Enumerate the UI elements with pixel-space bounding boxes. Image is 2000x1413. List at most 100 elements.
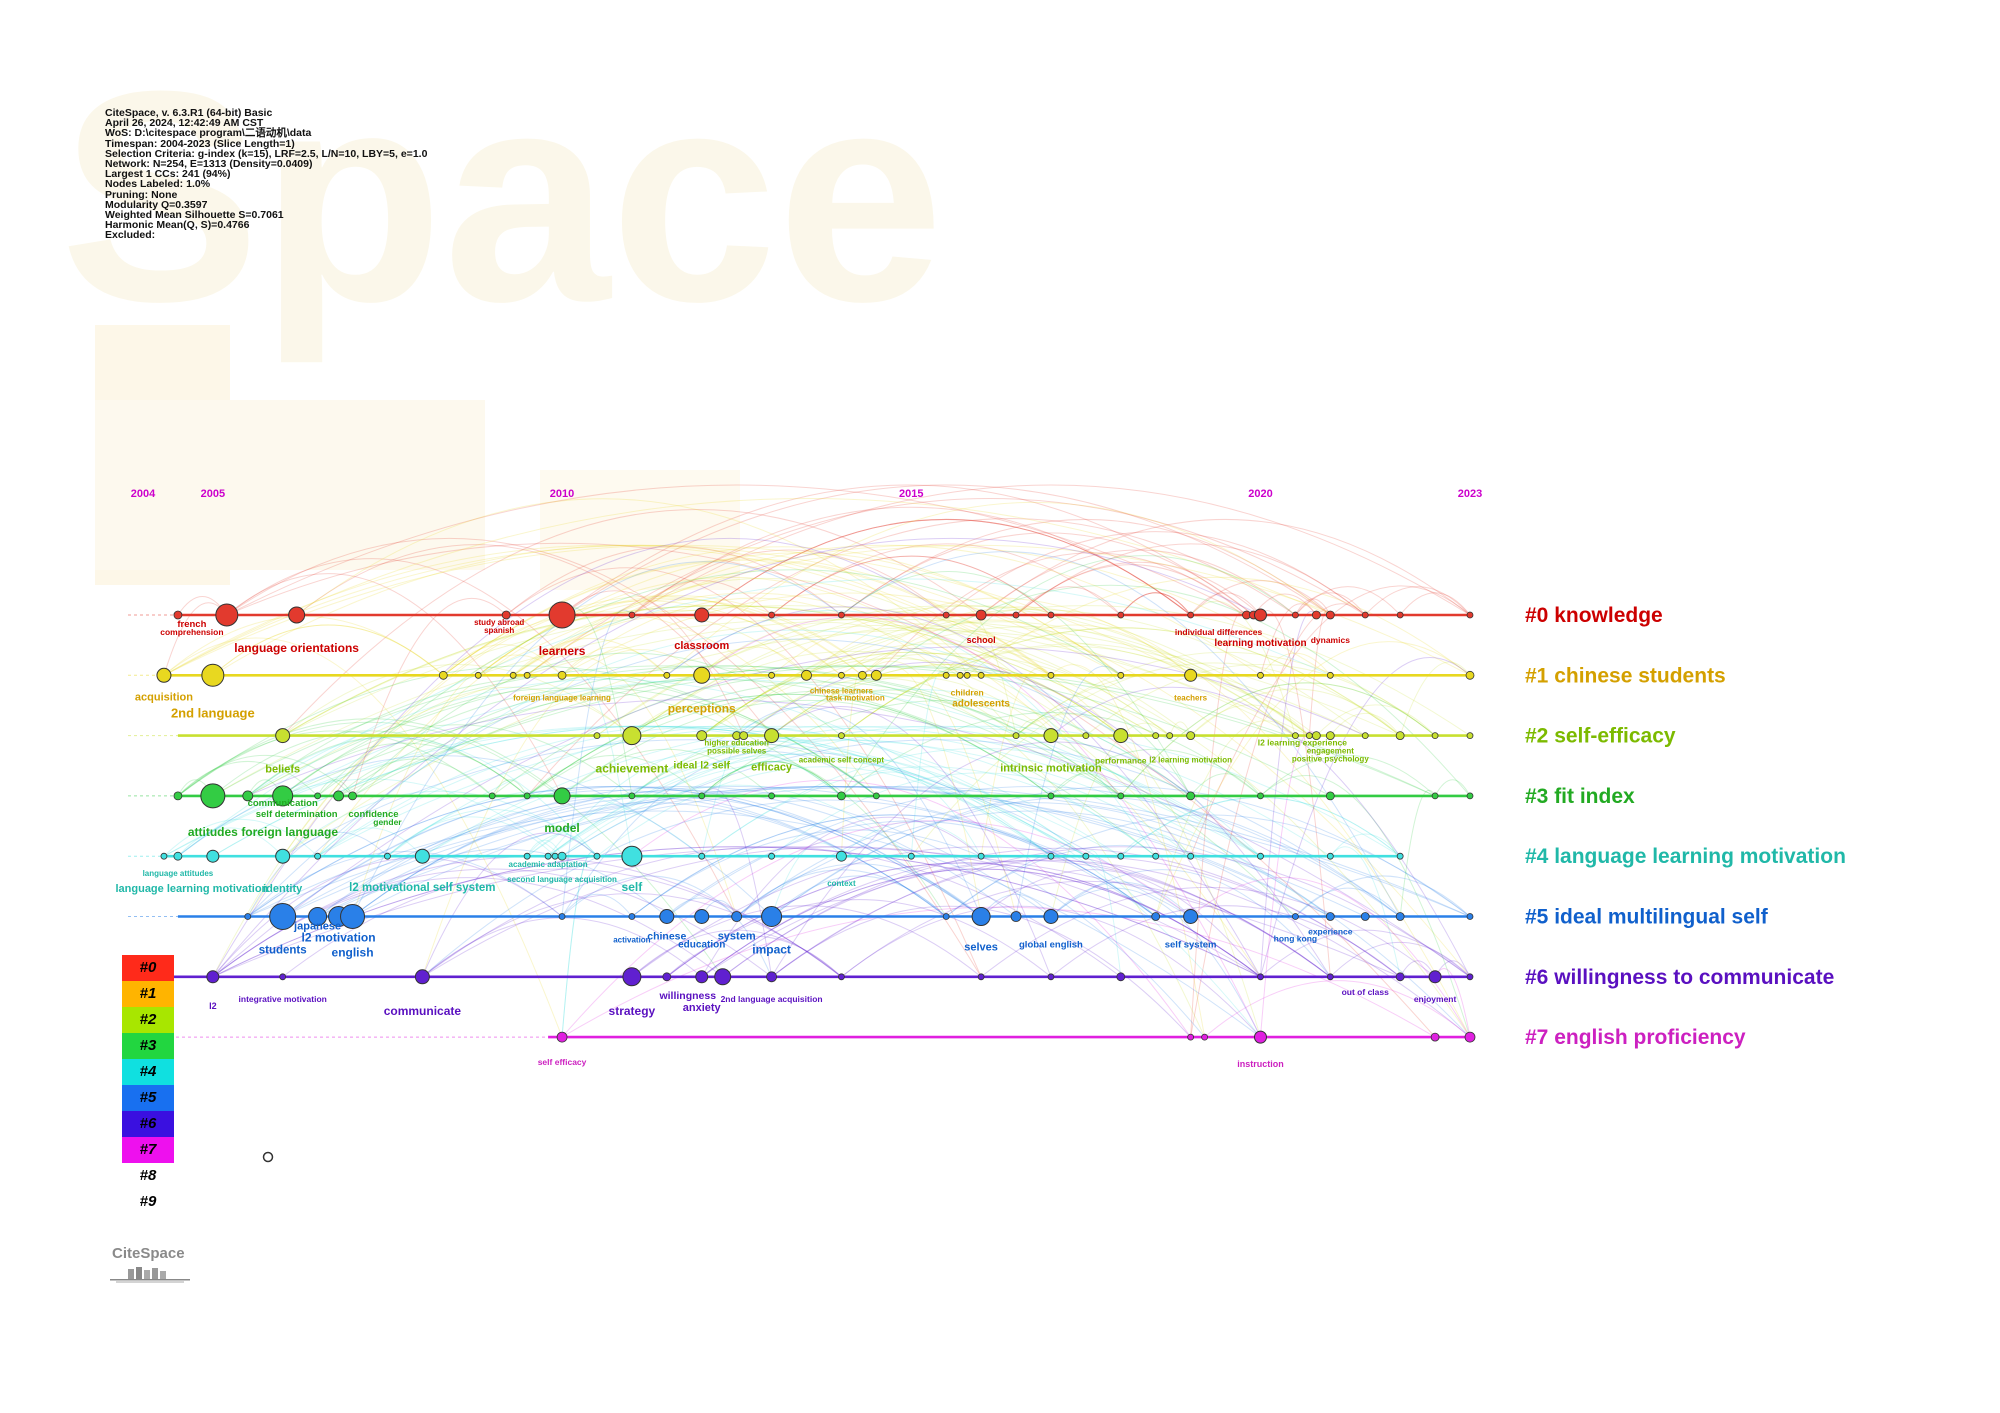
keyword-node[interactable] [1326,852,1334,860]
keyword-node[interactable] [314,792,322,800]
keyword-node[interactable] [557,670,567,680]
keyword-node[interactable] [801,669,812,681]
keyword-node[interactable] [1325,791,1335,801]
keyword-node[interactable] [279,973,287,981]
keyword-node[interactable] [975,609,987,621]
keyword-node[interactable] [1395,972,1405,982]
keyword-node[interactable] [662,972,672,982]
keyword-node[interactable] [272,785,294,807]
keyword-node[interactable] [1325,912,1335,921]
keyword-node[interactable] [548,601,576,629]
keyword-node[interactable] [872,792,880,800]
keyword-node[interactable] [761,906,783,927]
keyword-node[interactable] [1464,1031,1476,1043]
keyword-node[interactable] [628,913,636,920]
keyword-node[interactable] [1012,611,1020,619]
keyword-node[interactable] [1047,792,1055,800]
keyword-node[interactable] [1187,1033,1195,1041]
keyword-node[interactable] [1113,728,1129,744]
keyword-node[interactable] [942,913,950,920]
keyword-node[interactable] [1325,610,1335,620]
keyword-node[interactable] [977,852,985,860]
keyword-node[interactable] [558,913,566,920]
keyword-node[interactable] [269,903,297,930]
keyword-node[interactable] [1187,852,1195,860]
keyword-node[interactable] [1428,970,1442,984]
keyword-node[interactable] [474,671,482,679]
keyword-node[interactable] [1431,732,1439,739]
keyword-node[interactable] [977,973,985,981]
keyword-node[interactable] [1151,912,1161,921]
keyword-node[interactable] [215,603,239,627]
keyword-node[interactable] [1012,732,1020,739]
keyword-node[interactable] [870,669,882,681]
keyword-node[interactable] [838,973,845,981]
keyword-node[interactable] [553,787,571,805]
keyword-node[interactable] [695,970,709,984]
keyword-node[interactable] [488,792,496,800]
keyword-node[interactable] [1257,792,1264,800]
keyword-node[interactable] [201,663,225,687]
keyword-node[interactable] [551,852,559,860]
keyword-node[interactable] [956,671,964,679]
keyword-node[interactable] [837,791,846,801]
keyword-node[interactable] [1201,1033,1208,1041]
keyword-node[interactable] [509,671,517,679]
keyword-node[interactable] [1082,852,1090,860]
keyword-node[interactable] [907,852,915,860]
keyword-node[interactable] [942,671,950,679]
keyword-node[interactable] [501,610,511,620]
keyword-node[interactable] [622,726,642,746]
keyword-node[interactable] [1152,852,1160,860]
keyword-node[interactable] [1396,611,1404,619]
keyword-node[interactable] [698,852,706,860]
keyword-node[interactable] [693,666,711,684]
keyword-node[interactable] [1043,909,1059,924]
keyword-node[interactable] [544,852,552,860]
keyword-node[interactable] [1187,611,1195,619]
keyword-node[interactable] [698,792,706,800]
keyword-node[interactable] [1431,792,1439,800]
keyword-node[interactable] [1325,731,1335,740]
keyword-node[interactable] [838,671,845,679]
keyword-node[interactable] [173,610,183,620]
keyword-node[interactable] [694,607,710,623]
keyword-node[interactable] [628,611,636,619]
keyword-node[interactable] [1117,671,1125,679]
keyword-node[interactable] [275,848,291,864]
keyword-node[interactable] [628,792,636,800]
keyword-node[interactable] [1047,973,1055,981]
keyword-node[interactable] [288,606,306,624]
keyword-node[interactable] [659,909,675,924]
keyword-node[interactable] [160,852,168,860]
keyword-node[interactable] [593,852,601,860]
keyword-node[interactable] [1361,611,1369,619]
keyword-node[interactable] [314,852,322,860]
keyword-node[interactable] [333,790,344,802]
keyword-node[interactable] [242,790,254,802]
keyword-node[interactable] [384,852,391,860]
keyword-node[interactable] [1183,909,1199,924]
keyword-node[interactable] [1326,671,1334,679]
keyword-node[interactable] [1082,732,1090,739]
keyword-node[interactable] [414,848,430,864]
keyword-node[interactable] [1360,912,1370,921]
keyword-node[interactable] [1152,732,1160,739]
keyword-node[interactable] [1253,608,1267,622]
keyword-node[interactable] [766,971,777,983]
keyword-node[interactable] [942,611,950,619]
keyword-node[interactable] [1361,732,1369,739]
keyword-node[interactable] [857,670,867,680]
keyword-node[interactable] [1117,792,1125,800]
keyword-node[interactable] [739,731,749,740]
keyword-node[interactable] [1465,670,1475,680]
keyword-node[interactable] [622,967,642,987]
keyword-node[interactable] [1466,792,1474,800]
keyword-node[interactable] [173,791,183,801]
keyword-node[interactable] [1466,732,1474,739]
keyword-node[interactable] [694,909,710,924]
keyword-node[interactable] [1117,611,1125,619]
keyword-node[interactable] [836,850,847,862]
keyword-node[interactable] [414,969,430,985]
keyword-node[interactable] [348,791,357,801]
